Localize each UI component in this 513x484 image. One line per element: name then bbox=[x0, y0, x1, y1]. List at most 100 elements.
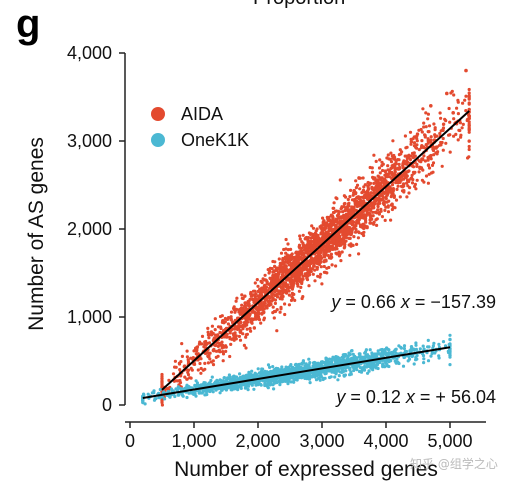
aida-point bbox=[185, 355, 189, 359]
aida-point bbox=[390, 202, 394, 206]
aida-point bbox=[337, 221, 341, 225]
onek1k-point bbox=[307, 357, 311, 361]
onek1k-point bbox=[319, 375, 323, 379]
aida-point bbox=[405, 162, 409, 166]
onek1k-point bbox=[311, 364, 315, 368]
aida-point bbox=[293, 258, 297, 262]
aida-point bbox=[408, 186, 412, 190]
aida-point bbox=[467, 108, 471, 112]
aida-point bbox=[211, 363, 216, 367]
onek1k-point bbox=[372, 365, 376, 369]
aida-point bbox=[386, 153, 390, 157]
aida-point bbox=[322, 264, 326, 269]
onek1k-point bbox=[354, 357, 358, 362]
aida-point bbox=[206, 361, 210, 365]
y-tick-label: 2,000 bbox=[67, 219, 112, 239]
aida-point bbox=[448, 120, 452, 124]
aida-point bbox=[193, 362, 197, 366]
onek1k-point bbox=[327, 357, 332, 361]
aida-point bbox=[343, 231, 347, 235]
aida-point bbox=[275, 273, 280, 277]
aida-point bbox=[211, 359, 215, 363]
aida-point bbox=[385, 190, 389, 194]
aida-point bbox=[229, 328, 234, 332]
aida-point bbox=[401, 161, 405, 165]
aida-point bbox=[467, 94, 471, 98]
aida-point bbox=[220, 346, 224, 350]
aida-point bbox=[231, 337, 235, 341]
aida-point bbox=[245, 332, 249, 336]
aida-point bbox=[275, 295, 280, 299]
onek1k-point bbox=[227, 377, 231, 381]
aida-point bbox=[258, 303, 262, 308]
aida-point bbox=[296, 284, 300, 288]
aida-point bbox=[365, 197, 370, 201]
aida-point bbox=[406, 170, 410, 174]
aida-point bbox=[372, 200, 376, 204]
onek1k-point bbox=[382, 364, 386, 368]
aida-point bbox=[309, 239, 313, 243]
aida-point bbox=[380, 160, 384, 164]
onek1k-point bbox=[302, 361, 306, 365]
y-axis: 0 1,000 2,000 3,000 4,000 bbox=[67, 43, 126, 415]
aida-point bbox=[408, 157, 413, 162]
x-tick-label: 0 bbox=[125, 431, 135, 451]
onek1k-point bbox=[246, 388, 250, 392]
aida-point bbox=[415, 143, 419, 147]
aida-point bbox=[173, 365, 177, 369]
aida-point bbox=[392, 195, 396, 199]
aida-point bbox=[357, 218, 361, 222]
aida-point bbox=[467, 114, 471, 118]
aida-point bbox=[346, 202, 350, 206]
aida-point bbox=[326, 230, 330, 234]
onek1k-point bbox=[448, 338, 452, 342]
aida-point bbox=[403, 172, 407, 176]
aida-point bbox=[409, 154, 413, 158]
onek1k-point bbox=[421, 344, 425, 348]
aida-point bbox=[257, 318, 262, 322]
onek1k-point bbox=[292, 367, 296, 371]
aida-point bbox=[341, 214, 346, 218]
aida-point bbox=[372, 177, 376, 181]
aida-point bbox=[358, 187, 362, 191]
aida-point bbox=[337, 215, 341, 219]
aida-point bbox=[419, 127, 423, 132]
aida-point bbox=[432, 153, 436, 157]
aida-point bbox=[206, 355, 210, 359]
aida-point bbox=[330, 263, 334, 267]
aida-point bbox=[383, 180, 388, 184]
aida-point bbox=[242, 343, 246, 347]
aida-point bbox=[403, 134, 407, 138]
onek1k-point bbox=[262, 370, 266, 375]
aida-point bbox=[339, 243, 343, 247]
onek1k-point bbox=[209, 378, 213, 383]
aida-point bbox=[160, 372, 164, 377]
aida-point bbox=[238, 330, 242, 334]
onek1k-point bbox=[168, 395, 172, 399]
aida-point bbox=[459, 135, 463, 139]
onek1k-point bbox=[185, 395, 189, 400]
onek1k-point bbox=[345, 357, 349, 361]
onek1k-point bbox=[334, 369, 338, 373]
onek1k-point bbox=[342, 374, 346, 378]
onek1k-point bbox=[239, 386, 243, 390]
aida-point bbox=[262, 311, 266, 315]
aida-point bbox=[401, 164, 405, 168]
aida-point bbox=[265, 281, 269, 285]
onek1k-point bbox=[334, 360, 338, 364]
onek1k-point bbox=[308, 361, 312, 365]
onek1k-point bbox=[363, 351, 367, 355]
aida-point bbox=[410, 176, 414, 180]
aida-point bbox=[374, 218, 378, 222]
aida-point bbox=[365, 208, 369, 212]
aida-point bbox=[346, 197, 350, 202]
aida-point bbox=[405, 159, 409, 163]
aida-point bbox=[411, 170, 416, 174]
onek1k-point bbox=[272, 387, 276, 391]
aida-point bbox=[423, 133, 427, 138]
aida-point bbox=[264, 278, 268, 282]
aida-point bbox=[332, 242, 336, 246]
onek1k-point bbox=[418, 347, 422, 351]
legend-label-onek1k: OneK1K bbox=[181, 130, 249, 150]
aida-point bbox=[216, 344, 220, 348]
